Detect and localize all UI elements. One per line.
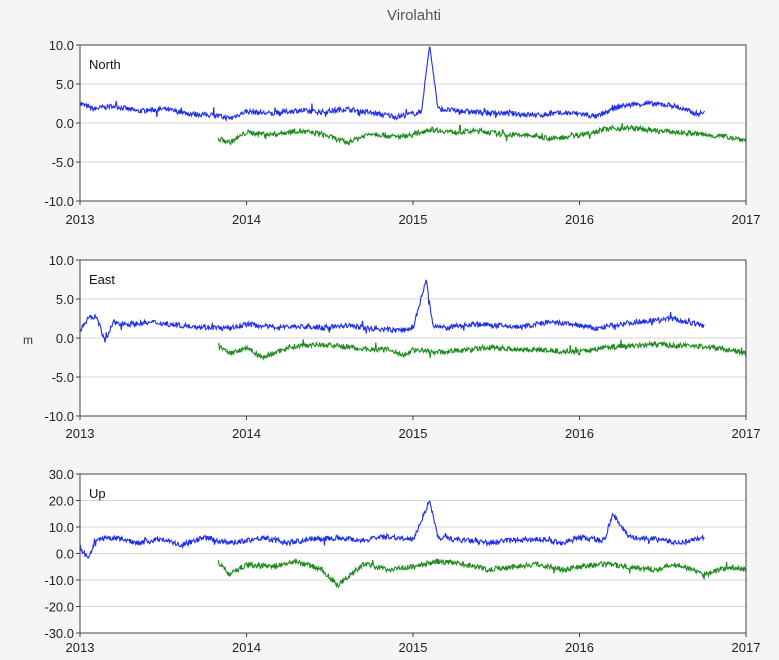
series-line-blue [80,500,705,559]
panel-label: North [89,57,121,72]
x-tick-label: 2014 [232,640,261,655]
y-tick-label: -20.0 [44,600,74,615]
series-line-blue [80,279,705,343]
x-tick-label: 2013 [66,426,95,441]
x-tick-label: 2016 [565,640,594,655]
panel-label: East [89,272,115,287]
x-tick-label: 2016 [565,212,594,227]
plot-frame [79,44,747,202]
y-tick-label: 5.0 [56,77,74,92]
series-line-green [217,339,746,361]
y-tick-label: 0.0 [56,331,74,346]
y-tick-label: 0.0 [56,116,74,131]
x-tick-label: 2017 [732,426,761,441]
x-tick-label: 2014 [232,212,261,227]
y-tick-label: -30.0 [44,626,74,641]
x-tick-label: 2017 [732,212,761,227]
y-tick-label: -5.0 [52,370,74,385]
x-tick-label: 2015 [399,640,428,655]
series-line-green [217,123,746,146]
series-line-green [217,557,746,589]
y-tick-label: 30.0 [49,467,74,482]
y-tick-label: -10.0 [44,194,74,209]
y-tick-label: -5.0 [52,155,74,170]
chart-panel-east: 10.0 5.0 0.0 -5.0 -10.0 2013 2014 2015 2016 2017 E… [44,253,760,441]
x-tick-label: 2015 [399,212,428,227]
figure-title: Virolahti [387,7,441,24]
x-tick-label: 2013 [66,212,95,227]
x-tick-label: 2017 [732,640,761,655]
x-tick-label: 2013 [66,640,95,655]
x-tick-label: 2015 [399,426,428,441]
series-line-blue [80,46,705,122]
y-tick-label: 10.0 [49,253,74,268]
x-tick-label: 2016 [565,426,594,441]
y-axis-unit-label: m [23,333,33,347]
panel-label: Up [89,486,106,501]
x-tick-label: 2014 [232,426,261,441]
plot-frame [79,473,747,634]
plot-frame [79,259,747,417]
y-tick-label: 10.0 [49,520,74,535]
y-tick-label: -10.0 [44,409,74,424]
y-tick-label: 5.0 [56,292,74,307]
y-tick-label: 20.0 [49,494,74,509]
y-tick-label: 0.0 [56,547,74,562]
y-tick-label: 10.0 [49,38,74,53]
chart-panels: 10.0 5.0 0.0 -5.0 -10.0 2013 2014 2015 2016 2017 N… [44,38,760,655]
chart-panel-north: 10.0 5.0 0.0 -5.0 -10.0 2013 2014 2015 2016 2017 N… [44,38,760,227]
y-tick-label: -10.0 [44,573,74,588]
